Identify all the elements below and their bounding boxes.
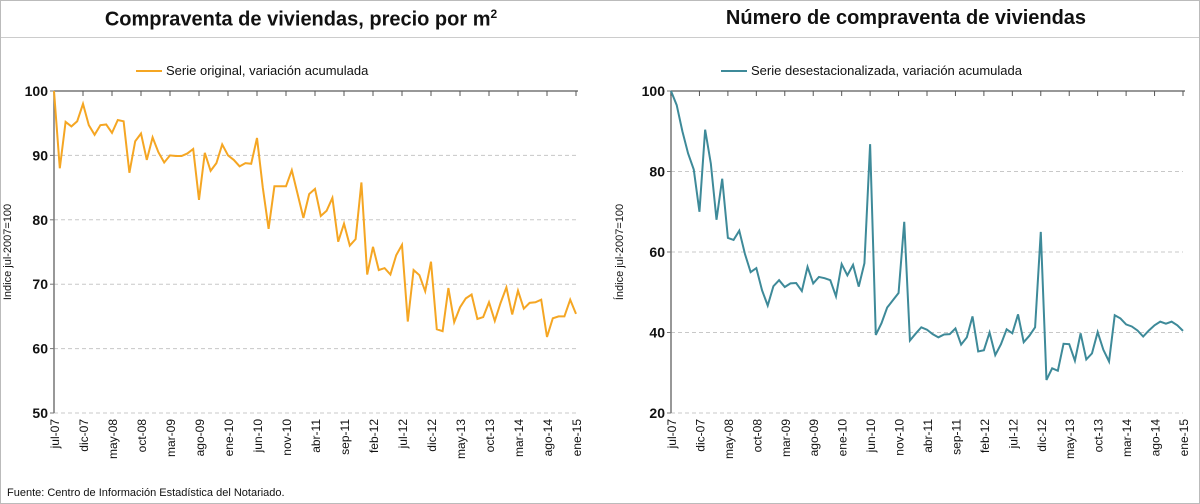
legend-label: Serie original, variación acumulada <box>166 63 369 78</box>
x-tick-label: mar-09 <box>779 419 793 457</box>
chart-title-left: Compraventa de viviendas, precio por m2 <box>104 7 498 31</box>
x-tick-label: ago-09 <box>193 419 207 457</box>
x-tick-label: oct-13 <box>1092 419 1106 453</box>
y-axis-label: Índice jul-2007=100 <box>613 204 626 300</box>
chart-title-right: Número de compraventa de viviendas <box>725 7 1087 29</box>
y-axis-label: Indice jul-2007=100 <box>2 204 14 300</box>
y-tick-label: 60 <box>649 244 665 260</box>
y-tick-label: 50 <box>32 405 48 421</box>
y-tick-label: 60 <box>32 341 48 357</box>
x-tick-label: ene-10 <box>836 419 850 457</box>
x-tick-label: ago-09 <box>807 419 821 457</box>
x-tick-label: ene-15 <box>1177 419 1191 457</box>
x-tick-label: may-13 <box>1063 419 1077 459</box>
x-tick-label: ene-15 <box>570 419 584 457</box>
count-chart: 20 40 60 80 100 jul-07 dic-07 may-08 oct-08 mar-0… <box>613 63 1191 459</box>
x-tick-label: dic-07 <box>693 419 707 452</box>
x-tick-label: mar-14 <box>512 419 526 457</box>
x-tick-label: dic-07 <box>77 419 91 452</box>
y-tick-label: 80 <box>649 164 665 180</box>
y-tick-label: 20 <box>649 405 665 421</box>
x-tick-label: jul-12 <box>1006 419 1020 450</box>
x-tick-label: abr-11 <box>921 419 935 453</box>
x-tick-label: jul-07 <box>48 419 62 450</box>
x-tick-label: ene-10 <box>222 419 236 457</box>
x-tick-label: sep-11 <box>949 419 963 455</box>
y-tick-label: 80 <box>32 212 48 228</box>
x-tick-label: sep-11 <box>338 419 352 455</box>
x-tick-label: feb-12 <box>978 419 992 453</box>
x-tick-label: mar-14 <box>1120 419 1134 457</box>
x-tick-label: oct-08 <box>750 419 764 453</box>
source-note: Fuente: Centro de Información Estadístic… <box>7 487 285 499</box>
x-tick-label: may-08 <box>106 419 120 459</box>
y-tick-label: 90 <box>32 147 48 163</box>
x-tick-label: jun-10 <box>251 419 265 454</box>
price-chart: 50 60 70 80 90 100 jul-07 dic-07 may-08 oct-08 mar… <box>2 63 584 459</box>
x-tick-label: oct-08 <box>135 419 149 453</box>
x-tick-label: dic-12 <box>425 419 439 452</box>
x-tick-label: nov-10 <box>280 419 294 456</box>
y-tick-label: 100 <box>642 83 666 99</box>
series-line <box>53 90 577 338</box>
legend-label: Serie desestacionalizada, variación acum… <box>751 63 1023 78</box>
x-tick-label: ago-14 <box>1149 419 1163 457</box>
x-tick-label: nov-10 <box>893 419 907 456</box>
x-tick-label: ago-14 <box>541 419 555 457</box>
x-tick-label: jul-07 <box>665 419 679 450</box>
x-tick-label: jul-12 <box>396 419 410 450</box>
x-tick-label: mar-09 <box>164 419 178 457</box>
x-tick-label: oct-13 <box>483 419 497 453</box>
x-tick-label: jun-10 <box>864 419 878 454</box>
y-tick-label: 100 <box>25 83 49 99</box>
x-tick-label: abr-11 <box>309 419 323 453</box>
divider <box>1 37 1199 38</box>
y-tick-label: 70 <box>32 276 48 292</box>
x-tick-label: may-13 <box>454 419 468 459</box>
x-tick-label: dic-12 <box>1035 419 1049 452</box>
x-tick-label: may-08 <box>722 419 736 459</box>
x-tick-label: feb-12 <box>367 419 381 453</box>
y-tick-label: 40 <box>649 325 665 341</box>
series-line <box>670 90 1184 381</box>
